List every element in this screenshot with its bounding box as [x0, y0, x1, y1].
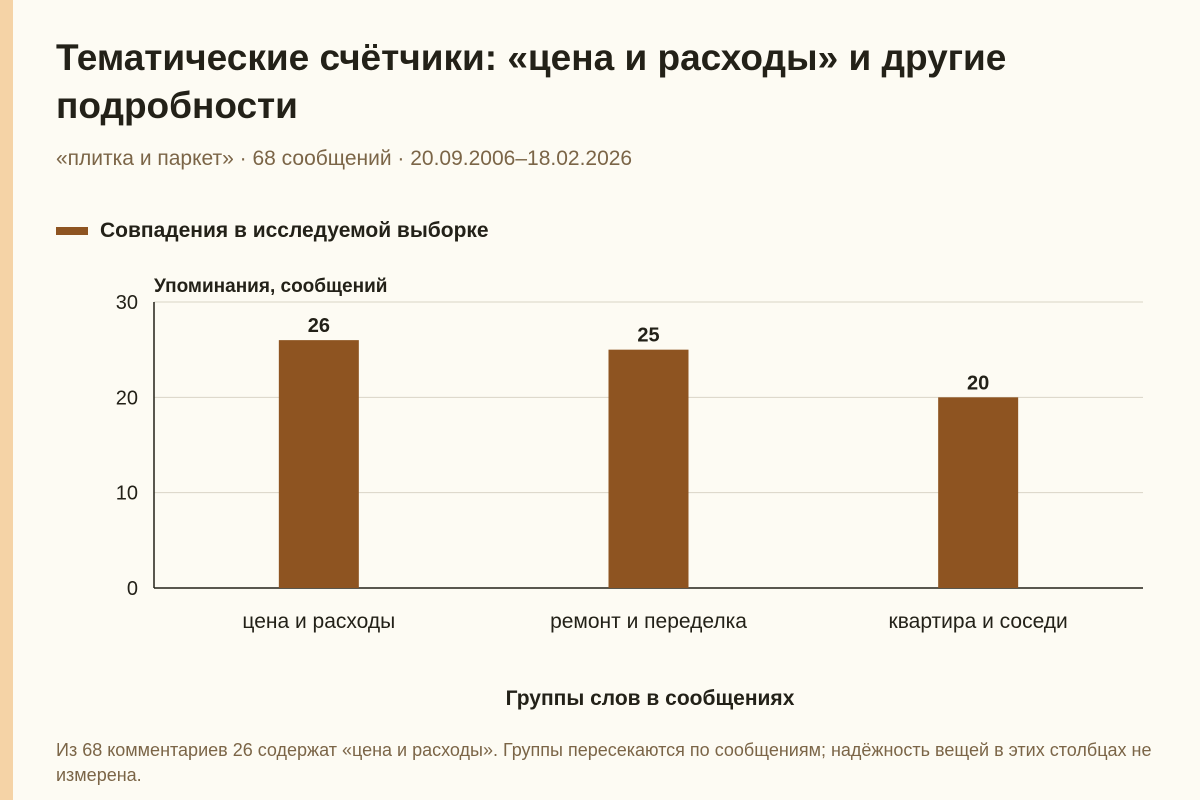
bar — [278, 340, 359, 588]
data-label: 26 — [308, 315, 330, 337]
x-tick-label: квартира и соседи — [889, 610, 1068, 633]
x-tick-label: цена и расходы — [242, 610, 395, 633]
bar — [608, 349, 689, 588]
data-label: 20 — [967, 372, 989, 394]
accent-strip — [0, 0, 13, 800]
legend-label: Совпадения в исследуемой выборке — [100, 219, 489, 242]
x-axis-label: Группы слов в сообщениях — [505, 687, 795, 710]
x-tick-label: ремонт и переделка — [550, 610, 747, 633]
bar — [938, 397, 1019, 588]
y-tick-label: 20 — [116, 387, 138, 409]
chart-subtitle: «плитка и паркет» · 68 сообщений · 20.09… — [56, 147, 633, 170]
data-label: 25 — [637, 325, 659, 347]
y-tick-label: 10 — [116, 483, 138, 505]
chart-title: Тематические счётчики: «цена и расходы» … — [56, 37, 1007, 126]
legend: Совпадения в исследуемой выборке — [56, 219, 489, 243]
footnote: Из 68 комментариев 26 содержат «цена и р… — [56, 740, 1152, 785]
y-axis-label: Упоминания, сообщений — [154, 276, 387, 297]
y-tick-label: 0 — [127, 578, 138, 600]
y-tick-label: 30 — [116, 292, 138, 314]
legend-swatch — [56, 227, 88, 235]
